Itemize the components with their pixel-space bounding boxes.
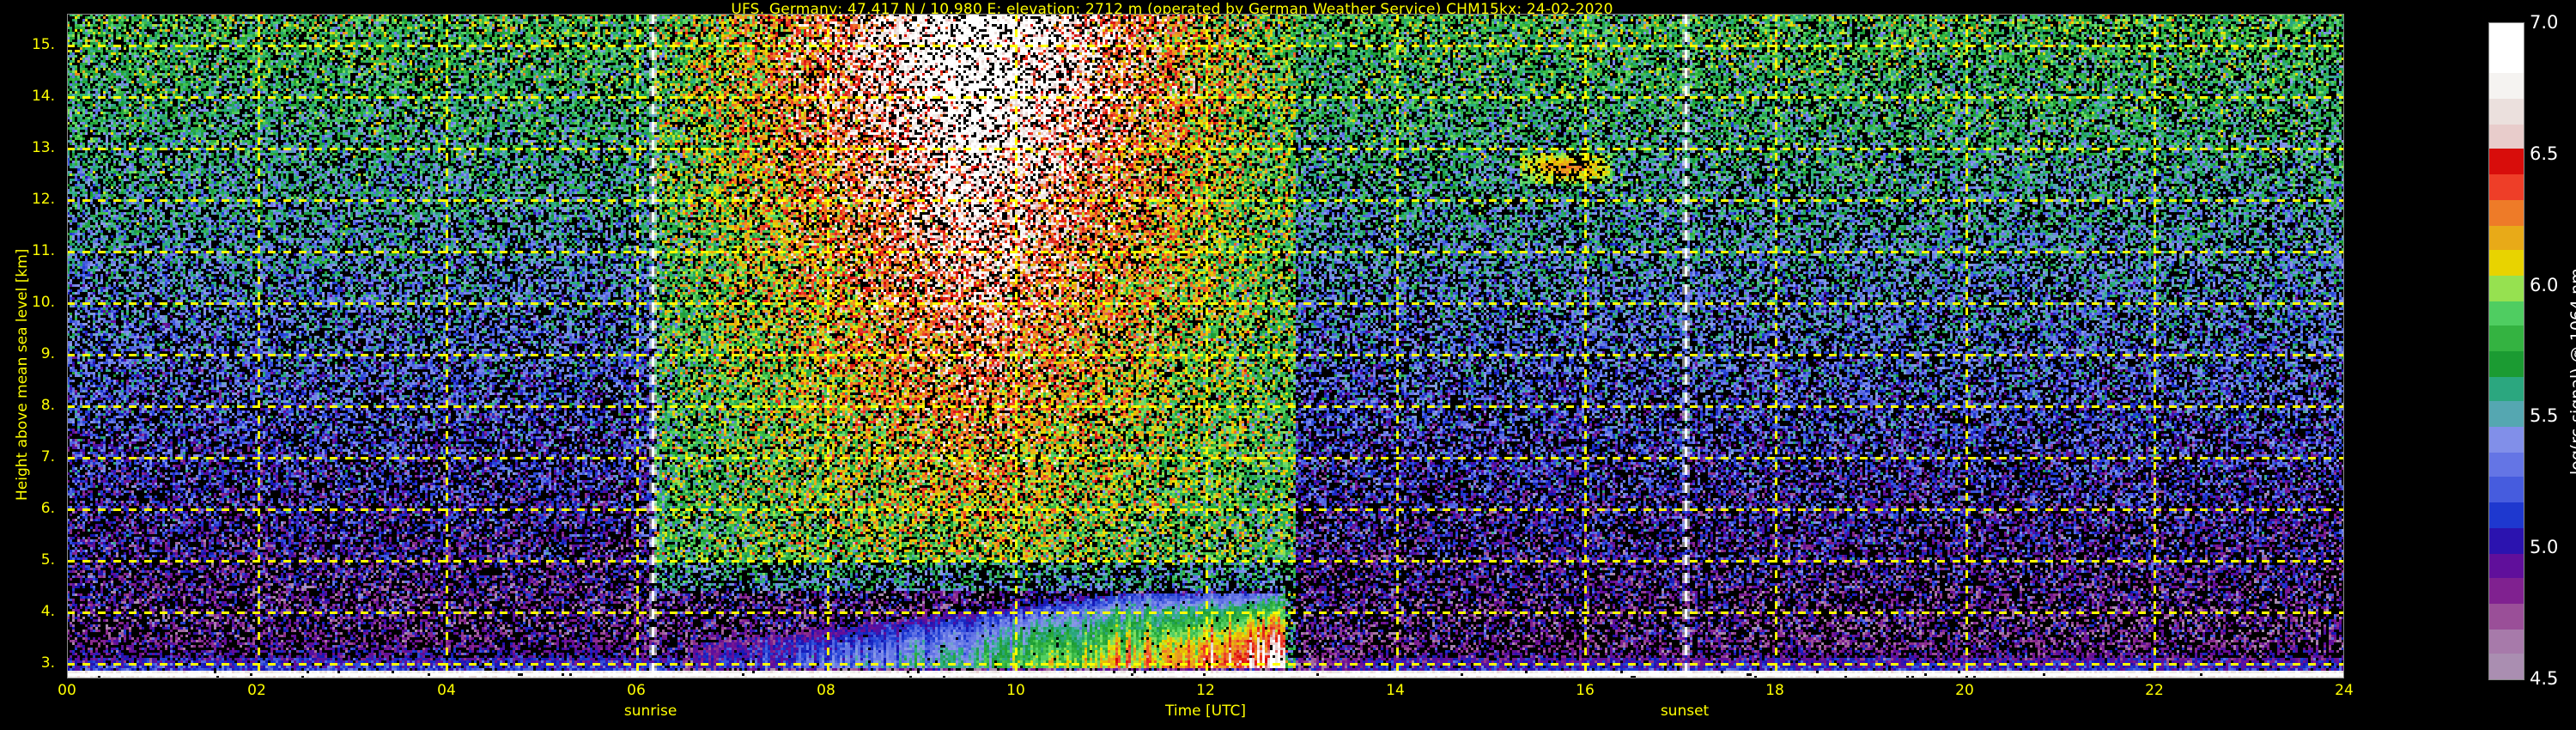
colorbar-tick-5.0: 5.0 [2530,537,2559,558]
x-tick-02: 02 [247,682,266,699]
colorbar-tick-4.5: 4.5 [2530,668,2559,689]
sunrise-label: sunrise [623,703,677,720]
x-tick-12: 12 [1196,682,1215,699]
y-tick-10: 10. [31,294,55,311]
colorbar-canvas [2489,23,2524,679]
colorbar [2488,22,2524,680]
y-tick-12: 12. [31,191,55,208]
colorbar-label: log(rc-signal) @ 1064 nm [2567,268,2576,475]
y-tick-6: 6. [40,500,55,517]
y-tick-9: 9. [40,345,55,362]
y-tick-15: 15. [31,36,55,53]
colorbar-tick-6.0: 6.0 [2530,274,2559,295]
heatmap-plot-area [67,14,2344,678]
y-tick-8: 8. [40,397,55,414]
x-tick-06: 06 [627,682,646,699]
y-tick-13: 13. [31,139,55,156]
x-tick-22: 22 [2145,682,2164,699]
y-tick-3: 3. [40,654,55,672]
colorbar-tick-7.0: 7.0 [2530,12,2559,33]
y-tick-7: 7. [40,448,55,465]
x-axis-label: Time [UTC] [1165,703,1246,720]
x-tick-10: 10 [1006,682,1025,699]
x-tick-08: 08 [817,682,835,699]
y-tick-5: 5. [40,551,55,569]
x-tick-24: 24 [2335,682,2354,699]
sunset-label: sunset [1660,703,1710,720]
y-tick-14: 14. [31,88,55,105]
x-tick-14: 14 [1386,682,1405,699]
x-tick-18: 18 [1765,682,1784,699]
y-tick-4: 4. [40,603,55,620]
backscatter-heatmap-canvas [67,14,2344,678]
x-tick-00: 00 [58,682,76,699]
y-axis-label: Height above mean sea level [km] [14,248,31,501]
x-tick-16: 16 [1576,682,1595,699]
colorbar-tick-6.5: 6.5 [2530,143,2559,164]
y-tick-11: 11. [31,242,55,259]
x-tick-20: 20 [1955,682,1974,699]
x-tick-04: 04 [437,682,456,699]
colorbar-tick-5.5: 5.5 [2530,405,2559,427]
